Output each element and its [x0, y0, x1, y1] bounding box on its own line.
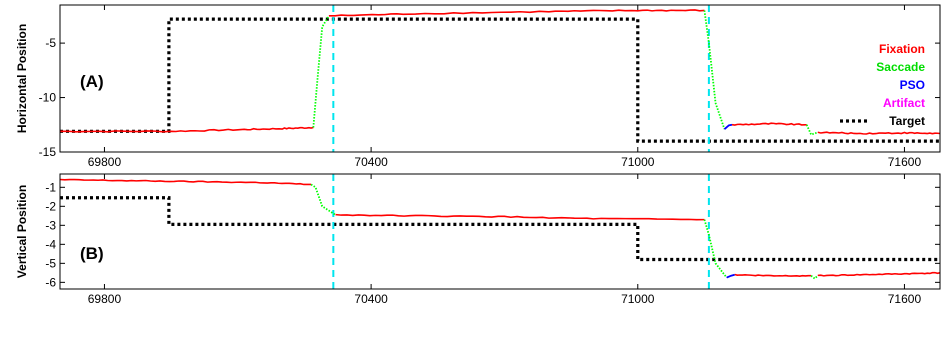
saccade-segment	[703, 10, 726, 130]
y-tick-label: -2	[45, 199, 56, 213]
plot-frame-overlay	[59, 4, 941, 153]
x-tick-label: 70400	[354, 155, 388, 169]
x-tick-label: 71000	[621, 292, 655, 306]
fixation-segment	[335, 213, 705, 221]
y-tick-label: -5	[45, 256, 56, 270]
pso-segment	[726, 273, 735, 279]
x-tick-label: 69800	[88, 155, 122, 169]
y-tick-label: -5	[45, 36, 56, 50]
x-tick-label: 69800	[88, 292, 122, 306]
fixation-segment	[328, 9, 705, 17]
y-axis-label: Horizontal Position	[15, 24, 29, 133]
x-tick-label: 71600	[888, 155, 922, 169]
panel-label: (A)	[80, 72, 104, 91]
plot-frame	[59, 173, 941, 290]
fixation-segment	[59, 126, 314, 133]
saccade-segment	[312, 15, 330, 128]
legend-item-fixation: Fixation	[879, 42, 925, 56]
saccade-segment	[810, 274, 819, 280]
y-tick-label: -15	[39, 145, 57, 159]
legend-item-pso: PSO	[900, 78, 925, 92]
y-tick-label: -1	[45, 180, 56, 194]
y-tick-label: -10	[39, 91, 57, 105]
x-tick-label: 70400	[354, 292, 388, 306]
y-tick-label: -4	[45, 237, 56, 251]
legend-item-target: Target	[889, 114, 925, 128]
saccade-segment	[310, 183, 337, 216]
panel-a: 69800 70400 71000 71600 -5 -10 -15 Horizontal P…	[15, 4, 941, 169]
fixation-segment	[59, 178, 312, 186]
legend: Fixation Saccade PSO Artifact Target	[840, 42, 925, 128]
saccade-segment	[805, 124, 819, 136]
target-line	[60, 196, 940, 262]
fixation-segment	[817, 131, 941, 135]
plot-frame-overlay	[59, 173, 941, 290]
saccade-segment	[703, 219, 728, 279]
fixation-segment	[734, 273, 812, 277]
legend-item-artifact: Artifact	[883, 96, 925, 110]
panel-label: (B)	[80, 244, 104, 263]
y-axis-label: Vertical Position	[15, 185, 29, 278]
legend-item-saccade: Saccade	[876, 60, 925, 74]
pso-segment	[723, 123, 733, 130]
fixation-segment	[731, 122, 807, 126]
plot-frame	[59, 4, 941, 153]
y-tick-label: -3	[45, 218, 56, 232]
y-tick-label: -6	[45, 275, 56, 289]
fixation-segment	[817, 271, 941, 277]
target-line	[60, 17, 940, 143]
x-tick-label: 71000	[621, 155, 655, 169]
panel-b: 69800 70400 71000 71600 -1 -2 -3 -4 -5 -6 Vertical…	[15, 173, 941, 306]
x-tick-label: 71600	[888, 292, 922, 306]
